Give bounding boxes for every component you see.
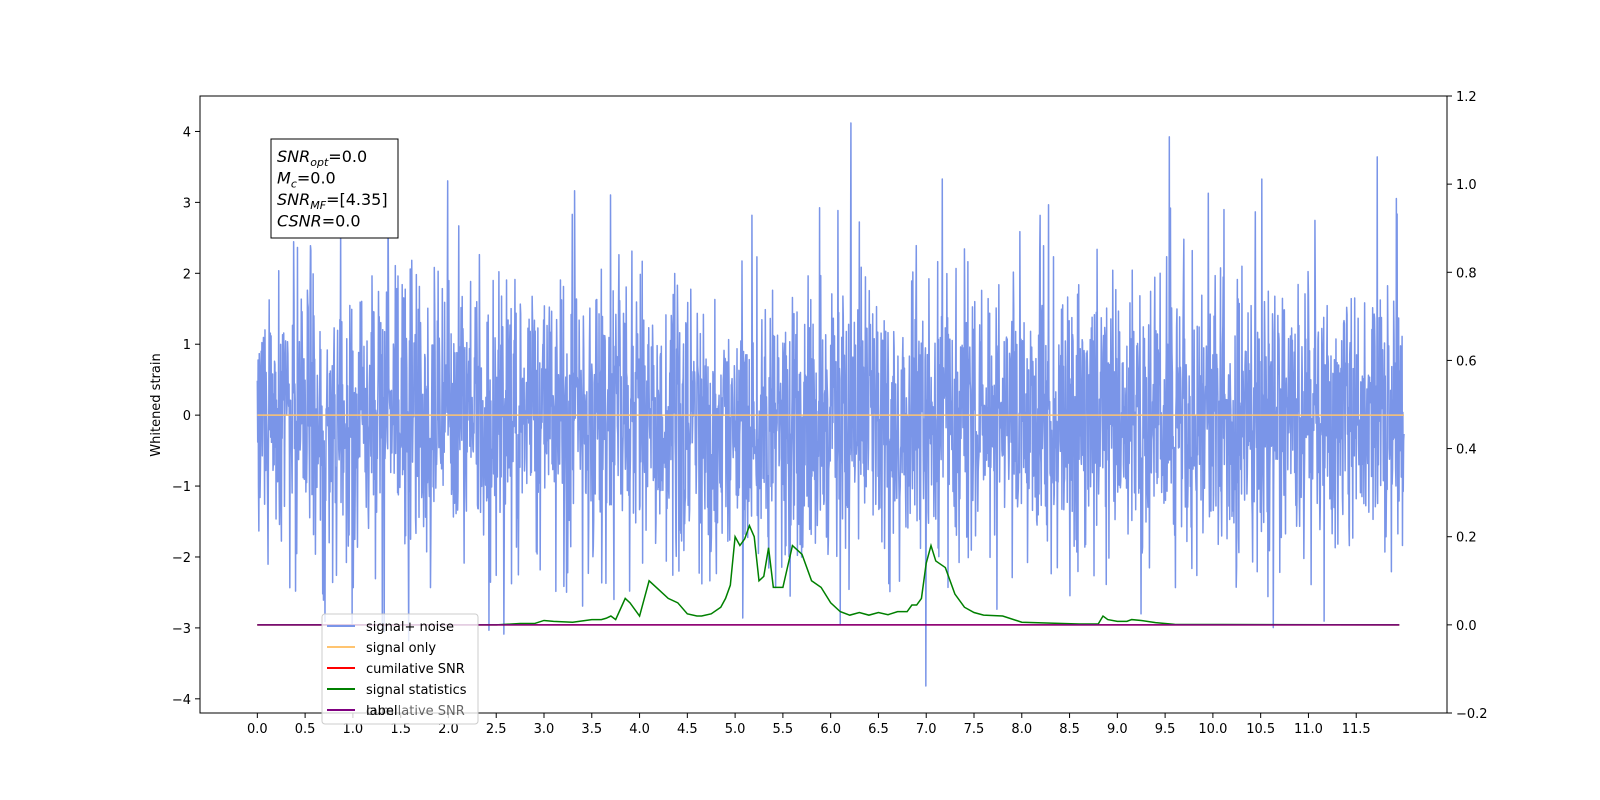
x-axis: 0.0 0.5 1.0 1.5 2.0 2.5 3.0 3.5 4.0 4.5 5.0 5.5 6.0 6… <box>247 713 1371 737</box>
series-line-signal-statistics <box>257 523 1400 626</box>
info-line: Mc=0.0 <box>277 169 336 191</box>
legend-label: signal only <box>366 641 436 656</box>
x-tick-label: 0.0 <box>247 722 268 737</box>
info-symbol: CSNR <box>277 212 322 231</box>
x-tick-label: 1.5 <box>390 722 411 737</box>
info-subscript: MF <box>310 199 326 212</box>
x-tick-label: 1.0 <box>343 722 364 737</box>
info-value: =[4.35] <box>326 190 388 209</box>
info-subscript: opt <box>310 156 329 169</box>
legend-frame <box>321 613 479 725</box>
x-tick-label: 6.0 <box>820 722 841 737</box>
info-value: =0.0 <box>328 147 367 166</box>
info-value: =0.0 <box>322 212 361 231</box>
x-tick-label: 8.0 <box>1011 722 1032 737</box>
info-subscript: c <box>291 178 297 191</box>
x-tick-label: 2.5 <box>486 722 507 737</box>
x-tick-label: 5.5 <box>773 722 794 737</box>
y-right-tick-label: 0.2 <box>1456 531 1477 546</box>
info-symbol: SNR <box>277 147 310 166</box>
x-tick-label: 3.5 <box>581 722 602 737</box>
x-tick-label: 7.0 <box>916 722 937 737</box>
x-tick-label: 2.0 <box>438 722 459 737</box>
x-tick-label: 9.5 <box>1155 722 1176 737</box>
y-left-tick-label: 4 <box>183 125 191 140</box>
x-tick-label: 9.0 <box>1107 722 1128 737</box>
y-left-tick-label: −2 <box>172 551 191 566</box>
x-tick-label: 10.0 <box>1198 722 1227 737</box>
y-axis-label: Whitened strain <box>149 353 164 456</box>
y-right-tick-label: 1.2 <box>1456 90 1477 105</box>
y-left-tick-label: −3 <box>172 622 191 637</box>
legend-hidden-text: cumilative SNR <box>366 704 465 719</box>
legend-label: cumilative SNR <box>366 662 465 677</box>
info-symbol: M <box>277 169 291 188</box>
x-tick-label: 8.5 <box>1059 722 1080 737</box>
x-tick-label: 6.5 <box>868 722 889 737</box>
x-tick-label: 11.5 <box>1342 722 1371 737</box>
y-axis-left: −4 −3 −2 −1 0 1 2 3 4 <box>172 125 200 708</box>
x-tick-label: 3.0 <box>534 722 555 737</box>
y-left-tick-label: 0 <box>183 409 191 424</box>
y-left-tick-label: −1 <box>172 480 191 495</box>
legend-label: signal+ noise <box>366 620 454 635</box>
info-line: SNRopt=0.0 <box>277 147 367 169</box>
y-axis-right: −0.2 0.0 0.2 0.4 0.6 0.8 1.0 1.2 <box>1447 90 1488 722</box>
x-tick-label: 11.0 <box>1294 722 1323 737</box>
y-left-tick-label: 2 <box>183 267 191 282</box>
y-right-tick-label: 1.0 <box>1456 178 1477 193</box>
legend: signal+ noise signal only cumilative SNR si… <box>321 613 479 725</box>
info-line: CSNR=0.0 <box>277 212 361 231</box>
info-line: SNRMF=[4.35] <box>277 190 388 212</box>
plot-frame <box>199 95 1448 714</box>
x-tick-label: 4.5 <box>677 722 698 737</box>
x-tick-label: 0.5 <box>295 722 316 737</box>
info-symbol: SNR <box>277 190 310 209</box>
info-box-frame <box>270 138 399 239</box>
legend-label: label <box>366 704 397 719</box>
y-left-tick-label: −4 <box>172 693 191 708</box>
y-right-tick-label: 0.4 <box>1456 443 1477 458</box>
x-tick-label: 4.0 <box>629 722 650 737</box>
x-tick-label: 10.5 <box>1246 722 1275 737</box>
y-right-tick-label: 0.8 <box>1456 266 1477 281</box>
y-left-tick-label: 1 <box>183 338 191 353</box>
y-right-tick-label: 0.6 <box>1456 354 1477 369</box>
series-line-signal-noise <box>256 122 1405 687</box>
x-tick-label: 7.5 <box>964 722 985 737</box>
y-left-tick-label: 3 <box>183 196 191 211</box>
y-right-tick-label: −0.2 <box>1456 707 1488 722</box>
legend-label: signal statistics <box>366 683 467 698</box>
x-tick-label: 5.0 <box>725 722 746 737</box>
y-right-tick-label: 0.0 <box>1456 619 1477 634</box>
info-value: =0.0 <box>297 169 336 188</box>
